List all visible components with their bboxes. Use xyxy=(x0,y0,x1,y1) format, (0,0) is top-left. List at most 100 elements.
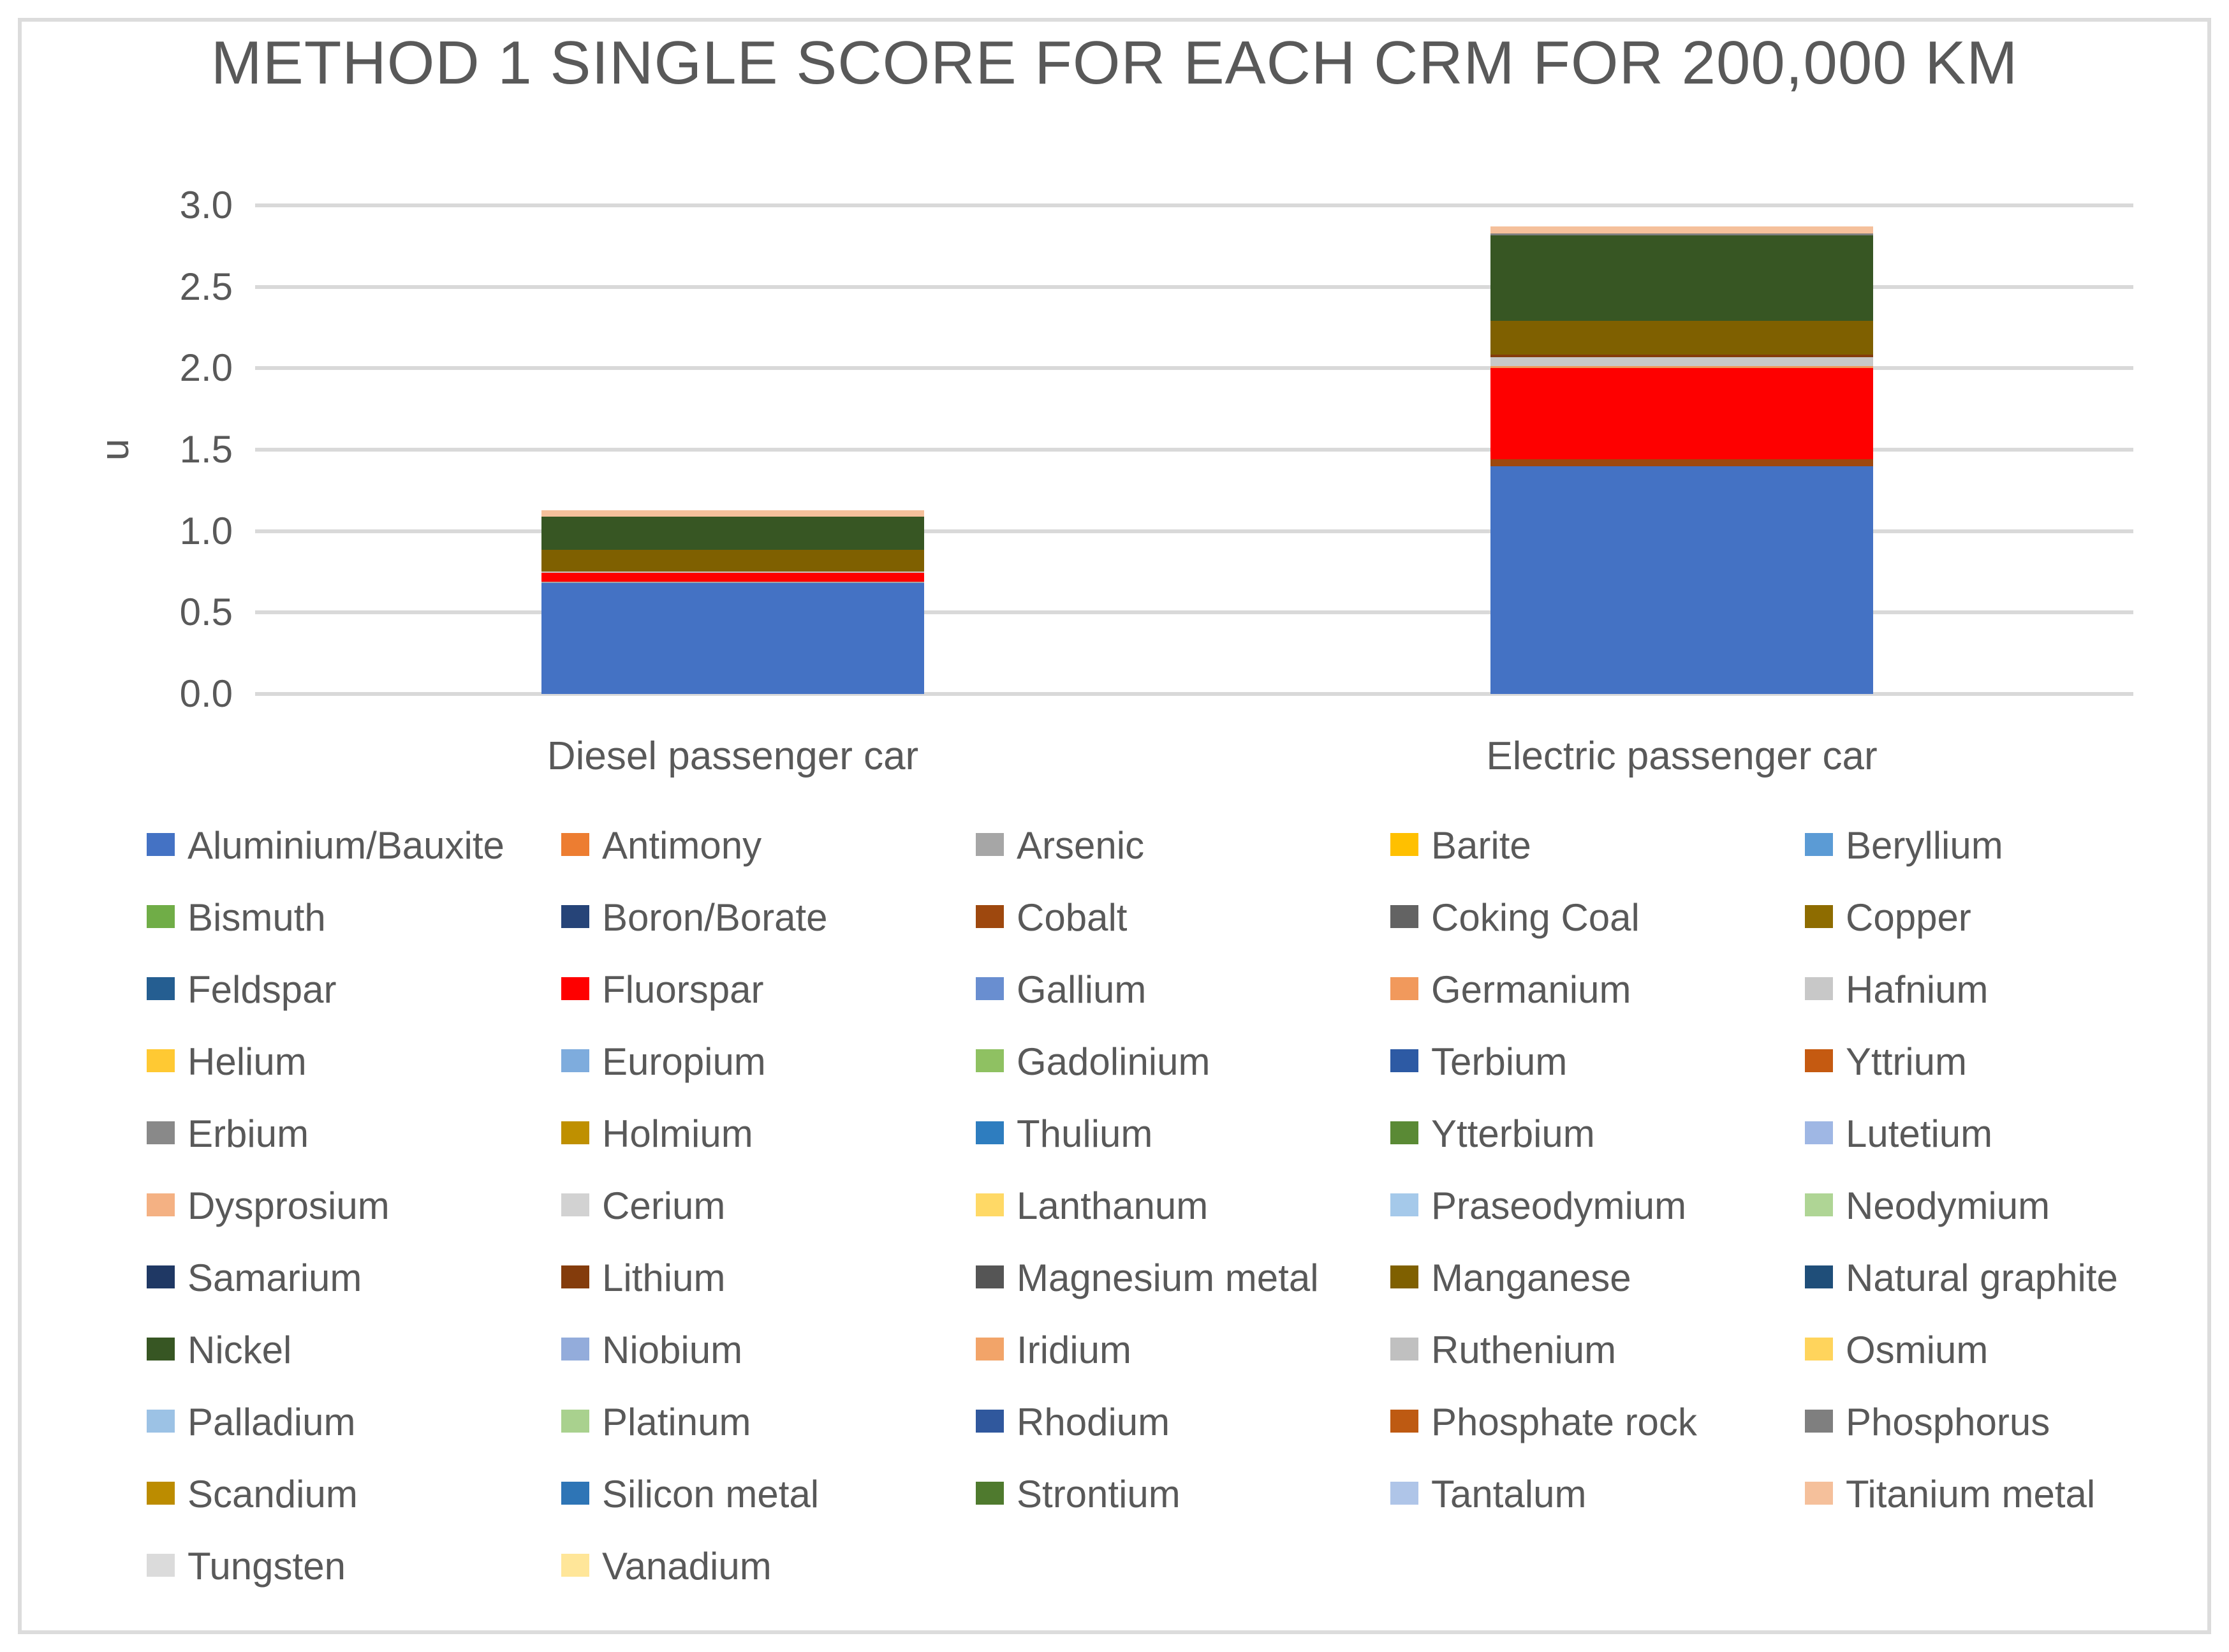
legend-label: Germanium xyxy=(1431,968,1631,1011)
legend-swatch-icon xyxy=(1390,1338,1418,1361)
legend-label: Ytterbium xyxy=(1431,1112,1595,1155)
bar-segment-cobalt xyxy=(1490,459,1873,466)
legend-swatch-icon xyxy=(1390,1410,1418,1433)
legend-swatch-icon xyxy=(976,1265,1004,1288)
legend-swatch-icon xyxy=(147,1121,175,1144)
legend-label: Scandium xyxy=(188,1473,358,1516)
legend-swatch-icon xyxy=(1390,1265,1418,1288)
legend-swatch-icon xyxy=(147,1265,175,1288)
legend-swatch-icon xyxy=(561,905,589,928)
legend-label: Aluminium/Bauxite xyxy=(188,824,504,867)
bar-segment-aluminium-bauxite xyxy=(1490,466,1873,694)
bar-segment-fluorspar xyxy=(1490,368,1873,460)
legend-swatch-icon xyxy=(976,1482,1004,1505)
legend-label: Vanadium xyxy=(602,1545,772,1588)
legend-label: Rhodium xyxy=(1017,1401,1170,1443)
legend-swatch-icon xyxy=(1805,1265,1833,1288)
legend-swatch-icon xyxy=(1805,905,1833,928)
legend-swatch-icon xyxy=(976,1338,1004,1361)
legend-label: Gadolinium xyxy=(1017,1040,1210,1083)
legend-label: Niobium xyxy=(602,1329,743,1371)
legend-label: Feldspar xyxy=(188,968,337,1011)
legend-swatch-icon xyxy=(1805,1121,1833,1144)
legend-label: Silicon metal xyxy=(602,1473,820,1516)
legend-label: Iridium xyxy=(1017,1329,1132,1371)
legend-label: Samarium xyxy=(188,1257,362,1299)
legend-swatch-icon xyxy=(1390,1482,1418,1505)
legend-swatch-icon xyxy=(147,977,175,1000)
legend-label: Titanium metal xyxy=(1846,1473,2096,1516)
gridline-0.0 xyxy=(255,692,2133,696)
legend-swatch-icon xyxy=(976,905,1004,928)
y-axis-tick-2.5: 2.5 xyxy=(179,265,233,308)
legend-swatch-icon xyxy=(561,1121,589,1144)
legend-label: Magnesium metal xyxy=(1017,1257,1319,1299)
bar-segment-phosphorus xyxy=(1490,233,1873,235)
legend-label: Copper xyxy=(1846,896,1971,939)
legend-swatch-icon xyxy=(1390,1121,1418,1144)
legend-label: Manganese xyxy=(1431,1257,1631,1299)
y-axis-tick-3.0: 3.0 xyxy=(179,184,233,226)
bar-segment-arsenic xyxy=(541,581,924,584)
bar-segment-titanium-metal xyxy=(1490,226,1873,233)
legend-swatch-icon xyxy=(561,1482,589,1505)
legend-label: Phosphorus xyxy=(1846,1401,2050,1443)
legend-label: Fluorspar xyxy=(602,968,764,1011)
legend-label: Erbium xyxy=(188,1112,309,1155)
bar-segment-aluminium-bauxite xyxy=(541,583,924,694)
gridline-1.0 xyxy=(255,529,2133,533)
legend-swatch-icon xyxy=(561,1554,589,1577)
x-axis-category-label: Diesel passenger car xyxy=(547,734,919,778)
legend-label: Terbium xyxy=(1431,1040,1568,1083)
legend-swatch-icon xyxy=(1390,833,1418,856)
legend-swatch-icon xyxy=(147,1338,175,1361)
gridline-0.5 xyxy=(255,610,2133,615)
y-axis-tick-1.0: 1.0 xyxy=(179,509,233,552)
bar-segment-germanium xyxy=(1490,366,1873,369)
legend-label: Yttrium xyxy=(1846,1040,1968,1083)
legend-swatch-icon xyxy=(976,1121,1004,1144)
legend-swatch-icon xyxy=(561,1049,589,1072)
legend-swatch-icon xyxy=(147,1554,175,1577)
legend-swatch-icon xyxy=(976,833,1004,856)
legend-label: Neodymium xyxy=(1846,1184,2050,1227)
legend-label: Coking Coal xyxy=(1431,896,1640,939)
bar-segment-hafnium xyxy=(541,571,924,573)
legend-swatch-icon xyxy=(147,1410,175,1433)
legend-label: Nickel xyxy=(188,1329,292,1371)
legend-label: Palladium xyxy=(188,1401,356,1443)
gridline-1.5 xyxy=(255,448,2133,452)
legend-swatch-icon xyxy=(561,1265,589,1288)
legend-label: Osmium xyxy=(1846,1329,1989,1371)
bar-segment-fluorspar xyxy=(541,572,924,582)
legend-label: Tantalum xyxy=(1431,1473,1587,1516)
legend-swatch-icon xyxy=(976,1410,1004,1433)
legend-label: Lanthanum xyxy=(1017,1184,1209,1227)
legend-swatch-icon xyxy=(1805,1338,1833,1361)
legend-swatch-icon xyxy=(1805,1049,1833,1072)
legend-swatch-icon xyxy=(561,833,589,856)
legend-swatch-icon xyxy=(976,1193,1004,1216)
legend-swatch-icon xyxy=(561,1193,589,1216)
legend-label: Lutetium xyxy=(1846,1112,1993,1155)
legend-swatch-icon xyxy=(1805,1193,1833,1216)
legend-label: Tungsten xyxy=(188,1545,346,1588)
bar-segment-hafnium xyxy=(1490,357,1873,367)
legend-swatch-icon xyxy=(976,1049,1004,1072)
legend-swatch-icon xyxy=(147,905,175,928)
y-axis-tick-2.0: 2.0 xyxy=(179,346,233,390)
legend-label: Beryllium xyxy=(1846,824,2003,867)
chart-title: METHOD 1 SINGLE SCORE FOR EACH CRM FOR 2… xyxy=(210,29,2019,97)
legend-label: Cerium xyxy=(602,1184,726,1227)
legend-label: Helium xyxy=(188,1040,307,1083)
legend-swatch-icon xyxy=(1805,1410,1833,1433)
bar-segment-nickel xyxy=(541,516,924,550)
bar-segment-manganese xyxy=(1490,321,1873,355)
legend-label: Hafnium xyxy=(1846,968,1989,1011)
legend-label: Natural graphite xyxy=(1846,1257,2118,1299)
gridline-2.5 xyxy=(255,284,2133,289)
legend-label: Praseodymium xyxy=(1431,1184,1687,1227)
legend-label: Barite xyxy=(1431,824,1531,867)
bar-segment-lithium xyxy=(1490,355,1873,358)
